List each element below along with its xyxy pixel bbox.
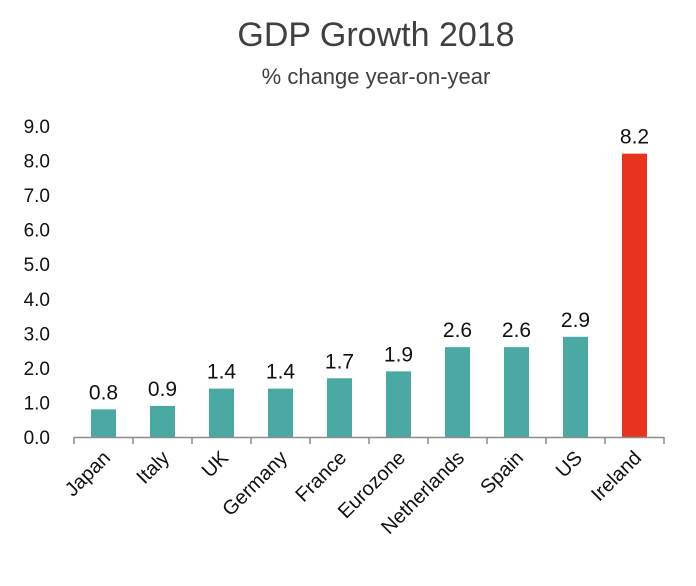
data-label-eurozone: 1.9 (384, 343, 413, 366)
y-tick-label: 2.0 (24, 359, 50, 380)
y-tick-label: 0.0 (24, 428, 50, 449)
y-axis: 0.0 1.0 2.0 3.0 4.0 5.0 6.0 7.0 8.0 9.0 (24, 117, 50, 449)
y-tick-label: 5.0 (24, 255, 50, 276)
y-tick-label: 6.0 (24, 221, 50, 242)
data-label-japan: 0.8 (89, 381, 118, 404)
data-label-ireland: 8.2 (620, 126, 649, 149)
y-tick-label: 1.0 (24, 393, 50, 414)
bar-italy (150, 405, 175, 437)
category-label-uk: UK (198, 447, 234, 483)
bar-japan (91, 409, 116, 437)
bar-netherlands (445, 347, 470, 437)
category-label-france: France (291, 447, 351, 507)
bar-us (563, 336, 588, 437)
category-label-ireland: Ireland (587, 447, 646, 506)
category-label-us: US (552, 447, 587, 482)
y-tick-label: 9.0 (24, 117, 50, 138)
bar-ireland (622, 153, 647, 437)
category-label-japan: Japan (61, 447, 115, 501)
data-labels: 0.8 0.9 1.4 1.4 1.7 1.9 2.6 2.6 2.9 8.2 (89, 126, 649, 405)
data-label-france: 1.7 (325, 350, 354, 373)
bar-spain (504, 347, 529, 437)
category-label-germany: Germany (218, 447, 292, 521)
chart-subtitle: % change year-on-year (262, 64, 491, 89)
data-label-uk: 1.4 (207, 361, 237, 384)
y-tick-label: 4.0 (24, 290, 50, 311)
data-label-netherlands: 2.6 (443, 319, 472, 342)
category-label-italy: Italy (133, 447, 174, 488)
bars (91, 153, 647, 437)
data-label-germany: 1.4 (266, 361, 296, 384)
data-label-us: 2.9 (561, 309, 590, 332)
chart-title: GDP Growth 2018 (237, 16, 514, 54)
y-tick-label: 7.0 (24, 186, 50, 207)
bar-germany (268, 388, 293, 437)
y-tick-label: 3.0 (24, 324, 50, 345)
category-label-spain: Spain (476, 447, 528, 499)
data-label-italy: 0.9 (148, 378, 177, 401)
bar-uk (209, 388, 234, 437)
data-label-spain: 2.6 (502, 319, 531, 342)
bar-france (327, 378, 352, 437)
bar-eurozone (386, 371, 411, 437)
y-tick-label: 8.0 (24, 152, 50, 173)
